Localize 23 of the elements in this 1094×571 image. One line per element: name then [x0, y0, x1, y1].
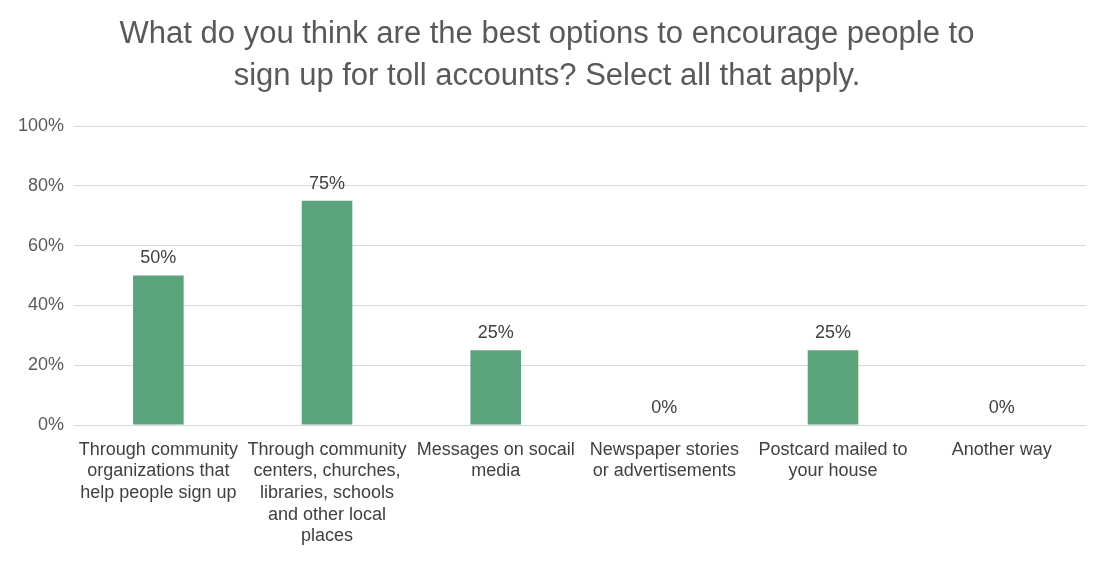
- x-tick-label: Newspaper stories or advertisements: [589, 438, 739, 481]
- x-tick-label: Another way: [951, 438, 1052, 459]
- chart-title: What do you think are the best options to encourage people to sign up for toll accounts? Select all that apply.: [118, 14, 976, 94]
- y-tick-label: 0%: [38, 413, 65, 434]
- y-tick-label: 40%: [28, 294, 65, 315]
- data-label: 75%: [309, 172, 346, 193]
- y-tick-label: 80%: [28, 174, 65, 195]
- data-label: 0%: [651, 396, 678, 417]
- y-tick-label: 100%: [17, 114, 65, 135]
- bar: [301, 200, 353, 425]
- x-tick-label: Postcard mailed to your house: [758, 438, 908, 481]
- bar: [807, 350, 859, 425]
- bar: [133, 275, 184, 425]
- data-label: 25%: [477, 322, 514, 343]
- x-tick-label: Through community organizations that help people sign up: [78, 438, 238, 502]
- data-label: 25%: [814, 322, 852, 343]
- y-tick-label: 20%: [28, 354, 65, 375]
- x-tick-label: Through community centers, churches, libraries, schools and other local places: [247, 438, 407, 546]
- y-tick-label: 60%: [28, 234, 65, 255]
- x-tick-label: Messages on socail media: [416, 438, 575, 481]
- data-label: 0%: [988, 396, 1015, 417]
- bar: [470, 350, 521, 425]
- data-label: 50%: [140, 247, 177, 268]
